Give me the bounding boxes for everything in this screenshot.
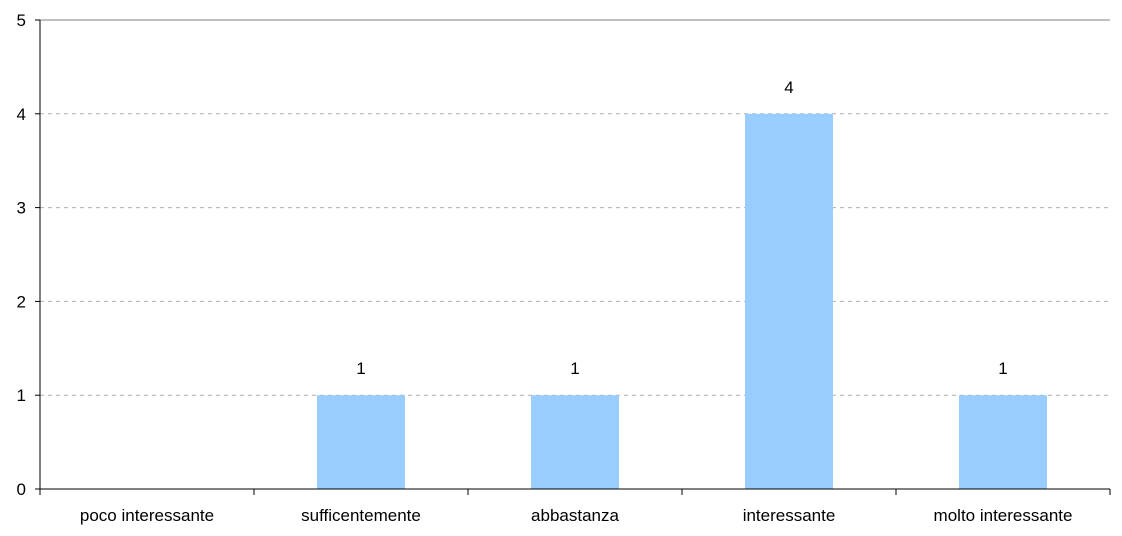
x-category-label: interessante — [743, 506, 836, 525]
y-tick-label: 2 — [17, 292, 26, 311]
y-tick-label: 4 — [17, 105, 26, 124]
bar-molto-interessante — [959, 395, 1047, 489]
y-tick-label: 0 — [17, 480, 26, 499]
data-label: 1 — [356, 359, 365, 378]
x-category-label: poco interessante — [80, 506, 214, 525]
x-axis-ticks: poco interessante sufficentemente abbastan… — [39, 489, 1111, 525]
data-label: 1 — [998, 359, 1007, 378]
data-label: 4 — [784, 78, 793, 97]
y-axis-ticks: 0 1 2 3 4 5 — [17, 11, 40, 499]
axes — [39, 19, 1110, 490]
bar-interessante — [745, 113, 833, 490]
bar-abbastanza — [531, 395, 619, 489]
data-labels: 1 1 4 1 — [356, 78, 1007, 378]
y-tick-label: 1 — [17, 386, 26, 405]
data-label: 1 — [570, 359, 579, 378]
x-category-label: molto interessante — [934, 506, 1073, 525]
x-category-label: sufficentemente — [301, 506, 421, 525]
x-category-label: abbastanza — [531, 506, 619, 525]
y-tick-label: 5 — [17, 11, 26, 30]
gridlines — [40, 113, 1110, 396]
bars — [317, 113, 1047, 490]
bar-sufficentemente — [317, 395, 405, 489]
y-tick-label: 3 — [17, 199, 26, 218]
